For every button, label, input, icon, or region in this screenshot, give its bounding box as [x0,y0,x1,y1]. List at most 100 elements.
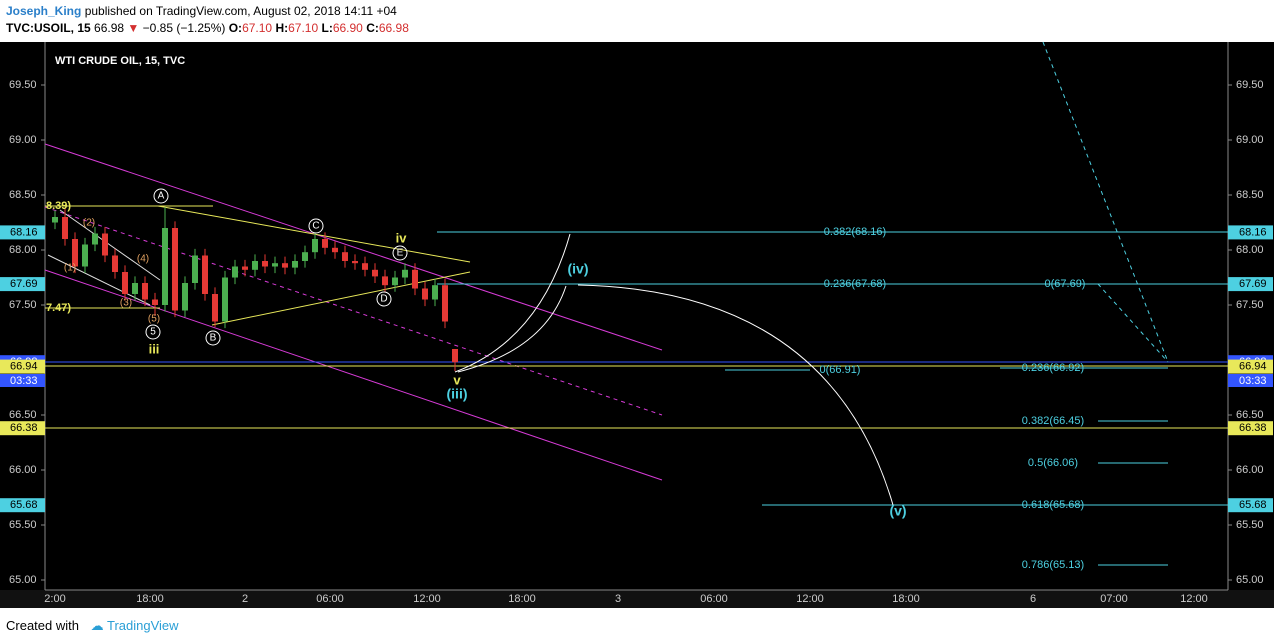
wave-circle [205,330,221,346]
c-label: C: [366,21,379,35]
candle-body [132,283,138,294]
wave-label: (4) [137,254,149,265]
wave-label: (2) [83,218,95,229]
candle-body [342,252,348,261]
candle-body [322,239,328,248]
x-tick-label: 6 [1030,593,1036,605]
candle-body [112,255,118,272]
candle-body [392,277,398,286]
price-badge-label: 68.16 [10,226,38,238]
wave-label: (iii) [447,386,468,402]
countdown: 03:33 [1239,375,1267,387]
o-label: O: [228,21,243,35]
price-badge-label: 66.38 [1239,422,1267,434]
x-tick-label: 18:00 [892,593,920,605]
candle-body [312,239,318,253]
candle-body [352,261,358,264]
drawing [44,269,663,481]
candle-body [62,217,68,239]
wave-label: iii [149,341,160,356]
wave-circle [376,291,392,307]
y-tick-label: 69.50 [1236,79,1264,91]
x-tick-label: 12:00 [1180,593,1208,605]
price-badge-label: 68.16 [1239,226,1267,238]
wave-label: iv [396,230,408,245]
x-tick-label: 06:00 [316,593,344,605]
wave-label: E [397,248,404,259]
candle-body [172,228,178,311]
price-badge-label: 66.38 [10,422,38,434]
drawing [211,271,471,326]
x-tick-label: 12:00 [413,593,441,605]
arrow-path [454,233,571,373]
wave-label: (1) [64,263,76,274]
x-tick-label: 2:00 [44,593,65,605]
candle-body [262,261,268,267]
candle-body [152,299,158,305]
c: 66.98 [378,21,409,35]
y-tick-label: 69.00 [9,134,37,146]
candle-body [442,285,448,322]
down-arrow: ▼ [127,21,140,35]
quote: TVC:USOIL, 15 66.98 ▼ −0.85 (−1.25%) O: 6… [6,20,409,37]
price-badge-label: 67.69 [1239,278,1267,290]
price-badge [1228,498,1273,513]
x-tick-label: 2 [242,593,248,605]
price-badge-label: 67.69 [10,278,38,290]
candle-body [282,263,288,268]
chart-title: WTI CRUDE OIL, 15, TVC [55,55,185,67]
candle-body [52,217,58,223]
y-tick-label: 68.00 [9,244,37,256]
y-tick-label: 69.50 [9,79,37,91]
y-tick-label: 65.00 [9,574,37,586]
candle-body [102,233,108,256]
level-label: 7.47) [46,302,71,314]
price-badge [1228,359,1273,374]
price-badge [0,421,45,436]
candle-body [142,283,148,300]
price-badge-label: 65.68 [10,499,38,511]
price-badge [1228,225,1273,240]
brand-name[interactable]: TradingView [107,618,179,633]
candle-body [302,252,308,261]
candle-body [92,233,98,245]
author[interactable]: Joseph_King [6,4,82,18]
y-tick-label: 67.50 [9,299,37,311]
brand[interactable]: ☁ TradingView [90,618,179,633]
change: −0.85 (−1.25%) [142,21,226,35]
price-badge [0,498,45,513]
drawing [44,143,663,351]
candle-body [432,285,438,300]
drawing [1097,283,1169,363]
fib-label: 0.382(66.45) [1022,415,1084,427]
candle-body [72,239,78,267]
candle-body [362,263,368,270]
x-tick-label: 06:00 [700,593,728,605]
wave-label: C [312,221,319,232]
l: 66.90 [332,21,363,35]
drawing [1042,41,1169,363]
candle-body [402,269,408,278]
arrow-path [457,285,567,373]
chart-bg [0,42,1274,608]
symbol: TVC:USOIL, 15 [6,21,91,35]
header: Joseph_King published on TradingView.com… [6,3,409,37]
h: 67.10 [288,21,319,35]
fib-label: 0(67.69) [1045,278,1086,290]
candle-body [252,261,258,270]
wave-label: 5 [150,327,156,338]
y-tick-label: 65.00 [1236,574,1264,586]
price-badge [0,359,45,374]
price-badge [1228,421,1273,436]
y-tick-label: 66.00 [9,464,37,476]
arrow-path [577,284,894,506]
price-badge-label: 66.94 [1239,361,1267,373]
candle-body [162,228,168,305]
candle-body [292,261,298,268]
level-label: 8.39) [46,200,71,212]
y-tick-label: 65.50 [1236,519,1264,531]
last: 66.98 [94,21,125,35]
countdown: 03:33 [10,375,38,387]
x-tick-label: 07:00 [1100,593,1128,605]
